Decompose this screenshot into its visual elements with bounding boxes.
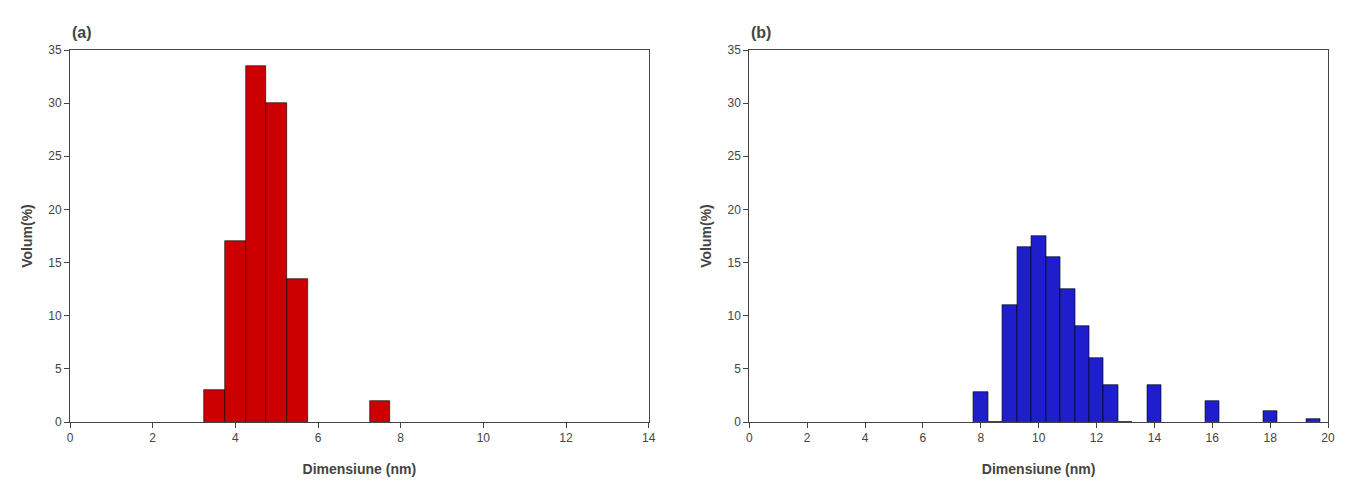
- svg-text:15: 15: [48, 256, 62, 270]
- svg-text:10: 10: [48, 309, 62, 323]
- svg-text:35: 35: [48, 43, 62, 57]
- svg-text:18: 18: [1263, 431, 1277, 445]
- svg-text:0: 0: [746, 431, 753, 445]
- svg-text:0: 0: [67, 431, 74, 445]
- svg-text:6: 6: [315, 431, 322, 445]
- svg-text:8: 8: [977, 431, 984, 445]
- svg-text:6: 6: [920, 431, 927, 445]
- svg-text:15: 15: [728, 256, 742, 270]
- svg-text:30: 30: [728, 96, 742, 110]
- svg-text:0: 0: [55, 415, 62, 429]
- svg-text:4: 4: [862, 431, 869, 445]
- svg-text:20: 20: [728, 203, 742, 217]
- svg-text:8: 8: [397, 431, 404, 445]
- svg-text:10: 10: [477, 431, 491, 445]
- svg-text:12: 12: [559, 431, 573, 445]
- svg-text:0: 0: [734, 415, 741, 429]
- svg-text:14: 14: [1148, 431, 1162, 445]
- svg-text:10: 10: [728, 309, 742, 323]
- svg-text:(b): (b): [751, 24, 771, 41]
- svg-text:20: 20: [1321, 431, 1335, 445]
- svg-text:35: 35: [728, 43, 742, 57]
- svg-text:14: 14: [642, 431, 656, 445]
- svg-text:12: 12: [1090, 431, 1104, 445]
- svg-text:5: 5: [55, 362, 62, 376]
- svg-text:5: 5: [734, 362, 741, 376]
- svg-text:10: 10: [1032, 431, 1046, 445]
- svg-text:25: 25: [728, 149, 742, 163]
- svg-text:25: 25: [48, 149, 62, 163]
- svg-text:(a): (a): [72, 24, 92, 41]
- svg-text:16: 16: [1206, 431, 1220, 445]
- svg-text:Volum(%): Volum(%): [698, 204, 714, 268]
- svg-text:4: 4: [232, 431, 239, 445]
- svg-text:20: 20: [48, 203, 62, 217]
- svg-text:30: 30: [48, 96, 62, 110]
- svg-text:Volum(%): Volum(%): [19, 204, 35, 268]
- svg-text:2: 2: [804, 431, 811, 445]
- svg-text:Dimensiune (nm): Dimensiune (nm): [982, 461, 1096, 477]
- svg-text:2: 2: [149, 431, 156, 445]
- svg-text:Dimensiune (nm): Dimensiune (nm): [303, 461, 417, 477]
